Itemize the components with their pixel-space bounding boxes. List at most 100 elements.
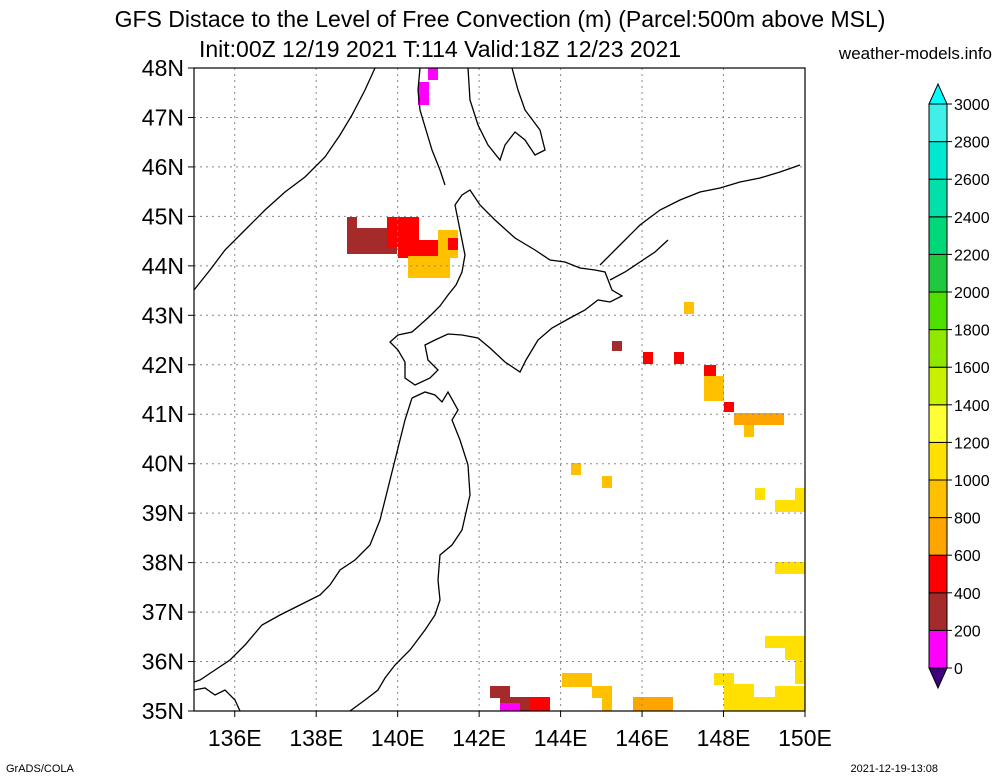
coastline-honshu — [194, 390, 471, 711]
field-patch — [734, 413, 784, 425]
field-patch — [785, 648, 805, 660]
colorbar-segment — [928, 141, 948, 180]
lat-axis: 35N 36N 37N 38N 39N 40N 41N 42N 43N 44N 45N 46N 47N 4… — [142, 55, 194, 724]
field-patch — [674, 352, 684, 364]
colorbar-min-arrow — [928, 667, 948, 690]
colorbar-label: 0 — [954, 661, 963, 678]
field-patch — [775, 562, 805, 574]
colorbar-max-arrow — [928, 82, 948, 105]
colorbar-segment — [928, 216, 948, 255]
footer-right: 2021-12-19-13:08 — [850, 763, 938, 775]
colorbar-label: 3000 — [954, 97, 990, 114]
lat-tick-label: 42N — [142, 352, 184, 378]
field-patch — [398, 240, 438, 258]
colorbar-label: 1000 — [954, 473, 990, 490]
colorbar-label: 1400 — [954, 398, 990, 415]
lat-tick-label: 48N — [142, 55, 184, 81]
lon-tick-label: 148E — [697, 725, 751, 751]
lon-tick-label: 136E — [208, 725, 262, 751]
field-patch — [490, 686, 510, 698]
coastline-asia — [194, 68, 376, 291]
coastline-sakhalin-west — [417, 68, 446, 186]
lat-tick-label: 38N — [142, 550, 184, 576]
field-patch — [418, 82, 429, 105]
lat-tick-label: 45N — [142, 203, 184, 229]
field-patch — [633, 697, 673, 711]
field-patch — [704, 376, 724, 401]
lat-tick-label: 44N — [142, 253, 184, 279]
credit-label: weather-models.info — [838, 44, 992, 63]
lon-tick-label: 144E — [534, 725, 588, 751]
colorbar-label: 600 — [954, 548, 981, 565]
lon-tick-label: 142E — [452, 725, 506, 751]
colorbar-label: 2800 — [954, 135, 990, 152]
field-patch — [612, 341, 622, 351]
coastline-sakhalin-east — [467, 68, 546, 162]
field-patch — [775, 686, 805, 698]
field-patch — [755, 488, 765, 500]
lat-tick-label: 41N — [142, 401, 184, 427]
lat-tick-label: 36N — [142, 649, 184, 675]
field-patch — [724, 402, 734, 412]
lat-tick-label: 47N — [142, 104, 184, 130]
colorbar-label: 1600 — [954, 360, 990, 377]
field-patch — [643, 352, 653, 364]
map-subtitle: Init:00Z 12/19 2021 T:114 Valid:18Z 12/2… — [198, 36, 682, 62]
colorbar-label: 1200 — [954, 435, 990, 452]
field-patch — [530, 697, 550, 711]
field-patch — [744, 425, 754, 437]
lat-tick-label: 37N — [142, 599, 184, 625]
colorbar-label: 1800 — [954, 323, 990, 340]
colorbar-label: 2400 — [954, 210, 990, 227]
field-patch — [408, 256, 450, 278]
lfc-field — [347, 68, 805, 711]
colorbar-label: 2200 — [954, 247, 990, 264]
colorbar-segment — [928, 404, 948, 443]
lon-tick-label: 138E — [289, 725, 343, 751]
lat-tick-label: 43N — [142, 302, 184, 328]
lat-tick-label: 35N — [142, 698, 184, 724]
field-patch — [448, 238, 458, 250]
lon-tick-label: 140E — [371, 725, 425, 751]
colorbar-segment — [928, 554, 948, 594]
gridlines — [194, 68, 805, 711]
colorbar-label: 200 — [954, 623, 981, 640]
field-patch — [714, 673, 734, 685]
coastline-west-honshu — [194, 687, 241, 711]
field-patch — [775, 500, 805, 512]
colorbar-segment — [928, 479, 948, 519]
field-patch — [724, 684, 754, 711]
coastline-kurils — [599, 164, 801, 281]
field-patch — [602, 697, 612, 711]
field-patch — [571, 463, 581, 475]
lat-tick-label: 40N — [142, 451, 184, 477]
field-patch — [428, 68, 438, 80]
colorbar-segment — [928, 103, 948, 143]
colorbar-label: 800 — [954, 511, 981, 528]
colorbar-segment — [928, 629, 948, 669]
footer-left: GrADS/COLA — [6, 763, 74, 775]
field-patch — [765, 636, 805, 648]
lat-tick-label: 46N — [142, 154, 184, 180]
field-patch — [754, 697, 805, 711]
colorbar-segment — [928, 178, 948, 218]
lat-tick-label: 39N — [142, 500, 184, 526]
colorbar-segment — [928, 592, 948, 631]
field-patch — [562, 673, 592, 687]
field-patch — [592, 686, 612, 698]
colorbar-segment — [928, 291, 948, 331]
map-frame — [193, 67, 806, 712]
field-patch — [602, 476, 612, 488]
colorbar-segment — [928, 517, 948, 556]
colorbar-segment — [928, 329, 948, 368]
field-patch — [347, 217, 357, 254]
lon-tick-label: 146E — [615, 725, 669, 751]
lon-tick-label: 150E — [778, 725, 832, 751]
coastlines — [194, 68, 801, 711]
field-patch — [500, 703, 520, 711]
colorbar-label: 400 — [954, 586, 981, 603]
colorbar-label: 2600 — [954, 172, 990, 189]
colorbar-segment — [928, 441, 948, 481]
coastline-hokkaido — [389, 189, 624, 386]
